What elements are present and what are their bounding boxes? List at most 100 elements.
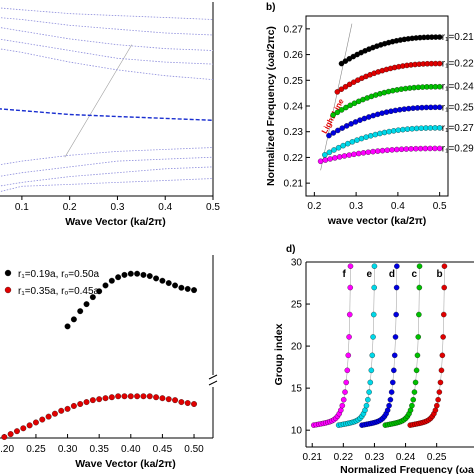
panel-d-point <box>437 379 444 386</box>
panel-b-point <box>341 153 348 159</box>
panel-c-point <box>178 284 185 291</box>
panel-d-point <box>343 379 349 386</box>
panel-b-point <box>370 148 376 155</box>
panel-a-band-8 <box>0 17 214 36</box>
panel-b-point <box>363 134 369 140</box>
panel-d-point <box>386 402 392 409</box>
panel-d-point <box>366 389 372 395</box>
panel-a-xtick-label: 0.5 <box>206 202 220 213</box>
panel-b-ytick-label: 0.26 <box>284 50 304 61</box>
panel-a-xtick-label: 0.4 <box>158 202 172 213</box>
panel-a-xlabel: Wave Vector (ka/2π) <box>65 216 165 228</box>
panel-a-band-4 <box>0 108 214 121</box>
panel-d-ytick-label: 10 <box>291 426 303 437</box>
panel-c-xlabel: Wave Vector (ka/2π) <box>75 458 175 470</box>
panel-a-light-line <box>64 44 133 158</box>
panel-b-point <box>418 125 425 131</box>
panel-b-point <box>358 135 365 142</box>
panel-d-series-label: f <box>342 269 346 280</box>
panel-b-point <box>436 145 443 152</box>
panel-c-point <box>146 273 153 280</box>
panel-b-ytick-label: 0.23 <box>284 127 304 138</box>
panel-b-ytick-label: 0.25 <box>284 76 304 87</box>
panel-b-point <box>343 104 349 111</box>
panel-d-point <box>414 352 421 359</box>
panel-b-light-line <box>320 23 353 171</box>
panel-c-point <box>140 271 147 278</box>
panel-b-point <box>427 145 433 152</box>
panel-b-series-label: r₁=0.290a <box>442 143 474 154</box>
panel-c-point <box>102 282 109 289</box>
panel-c-point <box>77 308 84 315</box>
panel-b-point <box>355 150 362 157</box>
panel-d-point <box>393 311 399 318</box>
panel-d-point <box>411 389 418 395</box>
panel-c-point <box>184 285 191 292</box>
panel-b-point <box>404 126 411 132</box>
panel-b-point <box>322 157 329 163</box>
panel-d-point <box>412 379 419 386</box>
panel-c-point <box>115 274 122 281</box>
panel-b-xlabel: wave vector (ka/2π) <box>327 215 427 227</box>
panel-b-point <box>432 125 438 131</box>
panel-d-point <box>416 284 423 291</box>
panel-b-point <box>390 128 397 134</box>
panel-b-point <box>322 152 328 158</box>
panel-c-point <box>159 277 166 284</box>
panel-b-point <box>377 130 383 137</box>
panel-b-point <box>436 60 443 67</box>
panel-b-point <box>389 147 395 153</box>
panel-d-xtick-label: 0.22 <box>334 452 354 463</box>
panel-c-xtick-label: 0.25 <box>26 444 46 455</box>
panel-c-xtick-label: 0.45 <box>153 444 173 455</box>
panel-c-legend-text: r₁=0.35a, rₒ=0.45a <box>18 286 100 297</box>
panel-b-series-label: r₁=0.242a <box>442 82 474 93</box>
panel-d-xtick-label: 0.25 <box>427 452 447 463</box>
panel-d-point <box>407 407 414 413</box>
panel-b-point <box>338 86 345 92</box>
panel-d-point <box>368 367 375 374</box>
panel-d-series-label: d <box>389 269 395 280</box>
panel-b-point <box>436 34 443 40</box>
panel-c-point <box>184 400 191 406</box>
panel-b-point <box>375 148 381 154</box>
panel-b-point <box>317 158 324 165</box>
panel-b-ylabel: Normalized Frequency (ωa/2πc) <box>265 26 277 186</box>
panel-b-point <box>436 83 443 90</box>
panel-b-series-label: r₁=0.258a <box>442 102 474 113</box>
panel-d-series-label: c <box>412 269 418 280</box>
panel-c-point <box>159 395 166 402</box>
panel-c-xtick-label: 0.50 <box>184 444 204 455</box>
panel-b-point <box>427 125 434 131</box>
panel-c-point <box>51 410 58 417</box>
panel-b-xtick-label: 0.2 <box>307 201 321 212</box>
panel-a-band-7 <box>0 27 214 51</box>
panel-d-point <box>413 367 420 374</box>
panel-b-ytick-label: 0.21 <box>284 179 304 190</box>
panel-b-point <box>326 132 332 139</box>
panel-a-band-0 <box>0 178 214 193</box>
panel-c-point <box>191 287 197 294</box>
panel-c-point <box>70 403 77 409</box>
panel-c-point <box>64 405 71 412</box>
panel-b-point <box>345 140 351 147</box>
panel-b-point <box>379 147 386 154</box>
panel-c-xtick-label: 0.40 <box>121 444 141 455</box>
panel-c-point <box>102 395 109 402</box>
panel-d-point <box>440 334 446 340</box>
panel-c-point <box>1 434 8 440</box>
panel-a-xtick-label: 0.3 <box>110 202 124 213</box>
panel-d-point <box>391 367 397 374</box>
panel-d-point <box>347 284 353 291</box>
panel-b-point <box>327 156 333 162</box>
panel-d-xtick-label: 0.21 <box>302 452 322 463</box>
panel-c-point <box>89 294 96 301</box>
panel-d-point <box>363 402 370 409</box>
panel-c-point <box>146 393 153 400</box>
panel-c-point <box>165 280 172 287</box>
panel-d-ytick-label: 30 <box>291 258 303 269</box>
panel-d-point <box>384 407 391 413</box>
panel-d-point <box>344 367 351 374</box>
panel-c-point <box>26 422 33 429</box>
